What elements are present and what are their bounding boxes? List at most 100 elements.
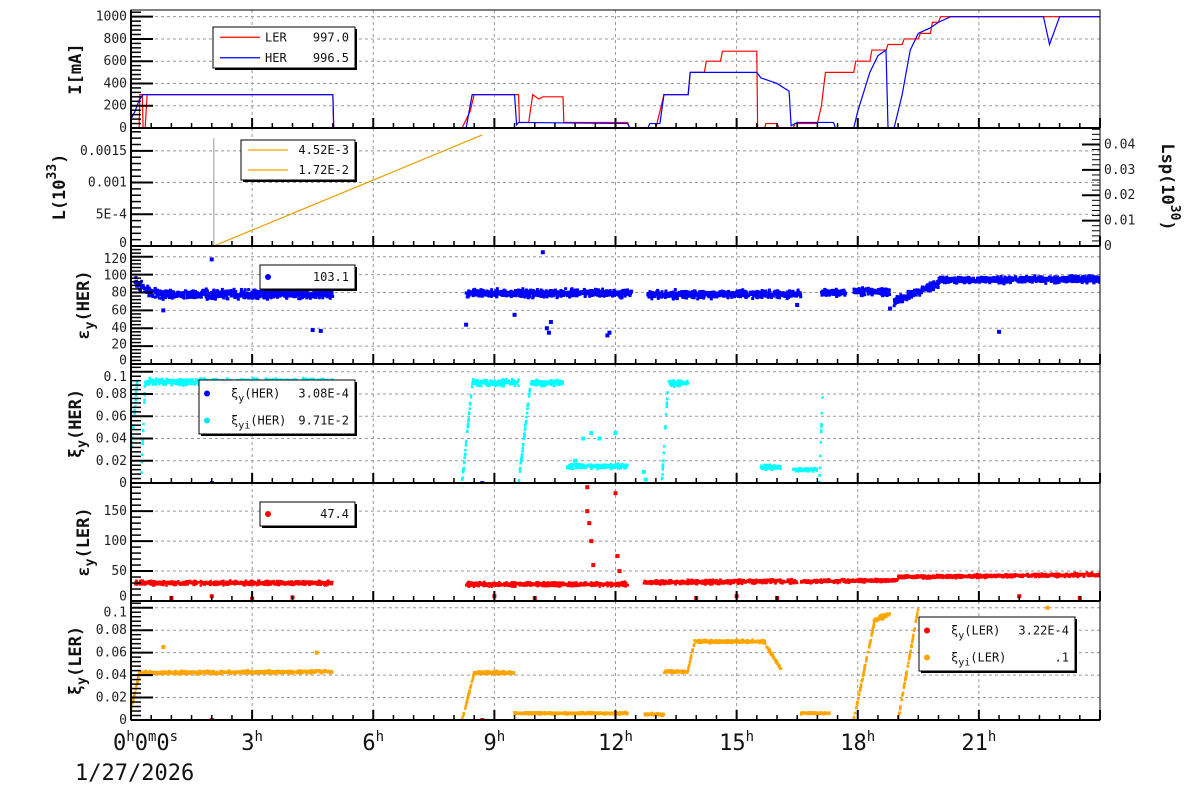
- data-point: [975, 276, 979, 280]
- data-point: [531, 289, 535, 293]
- data-point: [812, 468, 815, 472]
- data-point: [1020, 280, 1024, 284]
- data-point: [251, 291, 255, 295]
- data-point: [937, 279, 941, 283]
- data-point: [807, 469, 810, 473]
- data-point: [713, 295, 717, 299]
- data-point: [226, 291, 230, 295]
- data-point: [740, 290, 744, 294]
- data-point: [168, 291, 172, 295]
- data-point: [502, 384, 506, 388]
- data-point: [984, 279, 988, 283]
- data-point: [581, 291, 585, 295]
- data-point: [154, 291, 158, 295]
- data-point: [511, 377, 514, 381]
- data-point: [1085, 281, 1089, 285]
- data-point: [881, 290, 885, 294]
- data-point: [661, 473, 664, 476]
- data-point: [1070, 277, 1074, 281]
- data-point-outlier: [209, 257, 214, 262]
- data-point: [526, 403, 530, 406]
- data-point: [182, 581, 185, 584]
- data-point: [932, 280, 936, 284]
- data-point: [672, 379, 676, 382]
- data-point: [208, 581, 212, 584]
- data-point: [827, 290, 831, 294]
- data-point: [568, 293, 572, 297]
- data-point-outlier: [613, 430, 618, 435]
- data-point: [651, 292, 655, 296]
- data-point: [173, 379, 177, 382]
- data-point: [802, 468, 806, 471]
- data-point: [542, 384, 545, 388]
- data-point: [180, 383, 183, 386]
- data-point: [469, 394, 473, 397]
- data-point: [905, 298, 909, 302]
- data-point: [742, 289, 746, 293]
- data-point: [239, 290, 243, 294]
- data-point: [524, 423, 527, 427]
- data-point: [763, 294, 767, 298]
- data-point: [954, 281, 958, 285]
- data-point: [530, 379, 534, 383]
- data-point: [941, 275, 945, 279]
- data-point: [188, 294, 192, 298]
- data-point: [247, 583, 251, 586]
- data-point: [536, 294, 540, 298]
- data-point: [571, 467, 575, 471]
- data-point: [229, 582, 233, 585]
- data-point-outlier: [548, 319, 553, 324]
- data-point: [594, 465, 598, 468]
- data-point: [619, 467, 622, 470]
- data-point: [665, 405, 668, 409]
- data-point: [927, 286, 931, 290]
- data-point: [471, 293, 475, 297]
- data-point: [148, 376, 152, 380]
- data-point: [960, 277, 964, 281]
- data-point: [556, 382, 560, 385]
- data-point: [249, 583, 252, 586]
- data-point: [514, 294, 518, 298]
- data-point: [995, 279, 999, 283]
- data-point: [223, 291, 227, 295]
- data-point: [998, 276, 1002, 280]
- data-point: [761, 466, 765, 469]
- data-point-outlier: [573, 458, 578, 463]
- data-point: [1018, 280, 1022, 284]
- data-point: [604, 292, 608, 296]
- data-point: [193, 381, 196, 384]
- data-point: [468, 407, 472, 410]
- data-point: [479, 293, 483, 297]
- data-point: [907, 291, 911, 295]
- data-point: [741, 288, 745, 292]
- data-point: [545, 380, 549, 384]
- data-point: [201, 580, 204, 584]
- data-point: [211, 289, 215, 293]
- data-point: [1027, 277, 1031, 281]
- data-point: [470, 291, 474, 295]
- data-point: [810, 468, 813, 471]
- data-point-outlier: [318, 328, 323, 333]
- data-point: [870, 291, 874, 295]
- data-point: [180, 291, 184, 295]
- data-point: [1008, 281, 1012, 285]
- data-point: [664, 426, 667, 430]
- data-point: [473, 382, 476, 386]
- data-point: [869, 289, 873, 293]
- data-point: [539, 384, 543, 388]
- data-point: [818, 480, 821, 483]
- data-point: [174, 293, 178, 297]
- data-point: [562, 293, 566, 297]
- data-point: [287, 581, 291, 585]
- data-point: [278, 582, 282, 585]
- data-point: [941, 277, 945, 281]
- data-point: [974, 280, 978, 284]
- data-point: [842, 291, 846, 295]
- data-point: [475, 293, 479, 297]
- data-point: [656, 296, 660, 300]
- data-point: [255, 581, 259, 585]
- data-point: [504, 294, 508, 298]
- data-point: [325, 291, 329, 295]
- data-point: [1009, 278, 1013, 282]
- data-point: [571, 293, 575, 297]
